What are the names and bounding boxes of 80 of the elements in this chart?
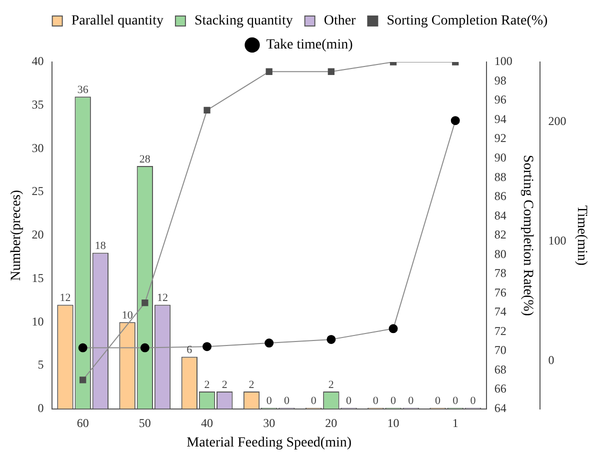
y-tick-label: 35 — [32, 98, 44, 112]
data-label: 0 — [310, 395, 317, 408]
y-tick-label: 25 — [32, 184, 44, 198]
y2-tick-label: 90 — [494, 150, 506, 164]
x-tick-label: 20 — [325, 416, 338, 430]
y2-tick-label: 100 — [494, 54, 512, 68]
data-label: 0 — [390, 395, 397, 408]
data-label: 28 — [139, 153, 151, 166]
y2-tick-label: 94 — [494, 112, 506, 126]
data-label: 12 — [157, 292, 168, 304]
y-axis-title: Number(preces) — [9, 190, 24, 281]
legend-label: Parallel quantity — [71, 14, 164, 29]
x-tick-label: 1 — [452, 416, 458, 430]
point — [80, 376, 86, 384]
y3-tick-label: 0 — [548, 353, 554, 368]
x-axis-title: Material Feeding Speed(min) — [186, 435, 352, 450]
point — [140, 343, 150, 352]
data-label: 0 — [284, 395, 290, 408]
y-tick-label: 20 — [32, 228, 44, 242]
y2-tick-label: 98 — [494, 73, 506, 88]
y3-axis-title: Time(min) — [574, 205, 589, 266]
y-tick-label: 40 — [32, 54, 44, 68]
y2-tick-label: 78 — [494, 266, 506, 280]
y2-axis-title: Sorting Completion Rate(%) — [520, 154, 536, 316]
data-label: 0 — [266, 395, 272, 408]
y2-tick-label: 76 — [494, 285, 506, 300]
x-tick-label: 60 — [76, 416, 89, 430]
y-tick-label: 0 — [38, 400, 44, 415]
data-label: 2 — [328, 378, 334, 391]
y2-tick-label: 72 — [494, 324, 506, 338]
point — [266, 68, 272, 75]
data-label: 0 — [346, 395, 352, 408]
y2-tick-label: 92 — [494, 131, 506, 146]
data-label: 2 — [248, 378, 254, 391]
point — [204, 106, 210, 114]
y2-tick-label: 80 — [494, 246, 506, 261]
y2-tick-label: 70 — [494, 343, 506, 358]
y2-tick-label: 86 — [494, 189, 506, 204]
y2-tick-label: 64 — [494, 400, 506, 415]
point — [326, 334, 336, 344]
y-tick-label: 5 — [38, 358, 44, 372]
point — [264, 338, 274, 348]
point — [328, 68, 335, 75]
x-tick-label: 40 — [201, 416, 214, 430]
data-label: 36 — [77, 84, 89, 96]
data-label: 12 — [60, 292, 71, 304]
legend-label: Other — [324, 14, 356, 29]
y2-tick-label: 74 — [494, 304, 506, 319]
y-tick-label: 10 — [32, 314, 44, 328]
x-tick-label: 50 — [138, 416, 151, 430]
data-label: 0 — [470, 395, 476, 408]
y2-tick-label: 88 — [494, 170, 506, 184]
y-tick-label: 30 — [32, 140, 44, 155]
y2-tick-label: 68 — [494, 362, 506, 376]
point — [388, 324, 398, 334]
data-label: 0 — [408, 395, 414, 408]
data-label: 0 — [452, 395, 459, 408]
data-label: 10 — [122, 309, 134, 322]
y2-tick-label: 66 — [494, 382, 506, 396]
y3-tick-label: 200 — [548, 114, 566, 128]
data-label: 0 — [435, 395, 442, 408]
point — [78, 343, 88, 352]
point — [142, 300, 148, 306]
data-label: 0 — [372, 395, 379, 408]
x-tick-label: 10 — [387, 416, 400, 430]
data-label: 2 — [222, 378, 228, 391]
legend-label: Take time(min) — [266, 38, 354, 53]
data-label: 18 — [94, 240, 106, 252]
point — [450, 116, 460, 126]
legend-label: Stacking quantity — [194, 14, 293, 29]
y2-tick-label: 96 — [494, 92, 506, 107]
x-tick-label: 30 — [263, 416, 276, 430]
legend-label: Sorting Completion Rate(%) — [386, 14, 548, 29]
data-label: 2 — [204, 378, 210, 391]
point — [202, 342, 212, 352]
y-tick-label: 15 — [32, 270, 44, 285]
y2-tick-label: 84 — [494, 208, 506, 222]
y2-tick-label: 82 — [494, 228, 506, 242]
data-label: 6 — [186, 344, 193, 356]
y3-tick-label: 100 — [548, 234, 566, 248]
